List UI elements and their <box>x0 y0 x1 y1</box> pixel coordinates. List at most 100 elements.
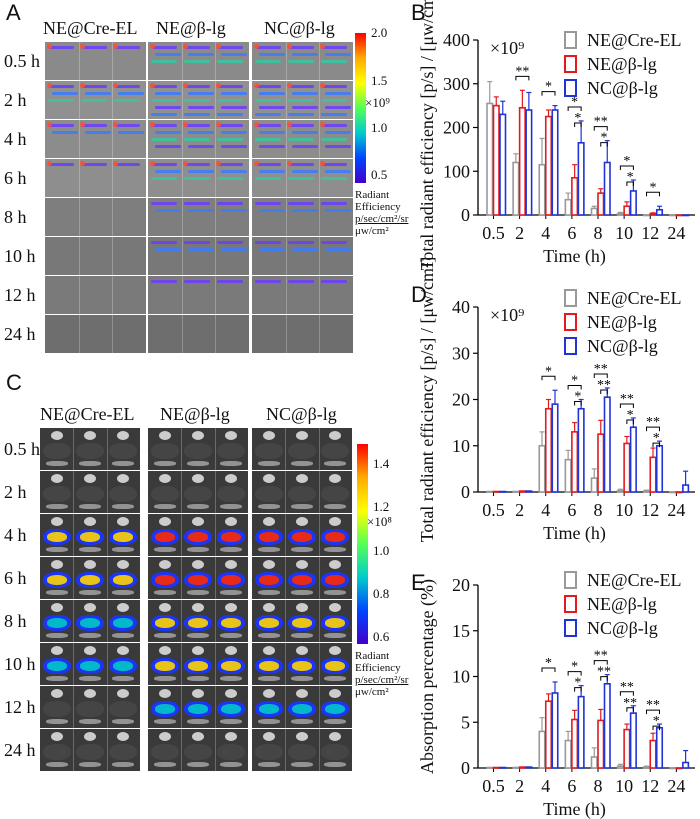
subject-divider <box>73 514 74 556</box>
legend-label: NC@β-lg <box>587 618 658 638</box>
fluorescence-signal <box>109 486 137 502</box>
subject-divider <box>112 315 113 353</box>
fluorescence-signal <box>291 590 313 595</box>
fluorescence-signal <box>192 474 204 483</box>
fluorescence-signal <box>184 138 210 141</box>
fluorescence-signal <box>113 575 133 585</box>
bar <box>649 739 657 769</box>
x-axis-label: Time (h) <box>543 799 606 819</box>
subject-divider <box>286 81 287 119</box>
significance-bracket <box>515 75 530 81</box>
subject-divider <box>107 729 108 771</box>
fluorescence-signal <box>46 633 68 638</box>
imaging-strip <box>148 686 248 728</box>
fluorescence-signal <box>155 248 181 251</box>
fluorescence-signal <box>76 443 104 459</box>
subject-divider <box>319 81 320 119</box>
fluorescence-signal <box>79 590 101 595</box>
bar <box>518 766 526 769</box>
fluorescence-signal <box>220 762 242 767</box>
imaging-strip <box>148 514 248 556</box>
bar <box>629 426 637 493</box>
fluorescence-signal <box>80 575 100 585</box>
fluorescence-signal <box>259 575 279 585</box>
subject-divider <box>112 42 113 80</box>
colorbar-tick: 1.0 <box>373 543 390 558</box>
fluorescence-signal <box>292 53 318 56</box>
subject-divider <box>107 600 108 642</box>
significance-bracket <box>600 389 608 394</box>
colorbar-caption: Radiant <box>355 189 390 201</box>
fluorescence-signal <box>225 732 237 741</box>
significance-bracket <box>626 181 634 186</box>
fluorescence-signal <box>292 532 312 542</box>
legend-swatch <box>564 55 577 73</box>
group-title: NE@Cre-EL <box>43 18 138 38</box>
fluorescence-signal <box>84 431 96 440</box>
imaging-strip <box>252 557 352 599</box>
fluorescence-signal <box>113 44 118 49</box>
fluorescence-signal <box>51 474 63 483</box>
fluorescence-signal <box>254 83 259 88</box>
fluorescence-signal <box>154 719 176 724</box>
fluorescence-signal <box>184 744 212 760</box>
subject-divider <box>181 428 182 470</box>
imaging-strip <box>148 600 248 642</box>
legend-swatch <box>564 571 577 589</box>
subject-divider <box>286 237 287 275</box>
fluorescence-signal <box>329 689 341 698</box>
fluorescence-signal <box>80 532 100 542</box>
fluorescence-signal <box>217 241 243 244</box>
fluorescence-signal <box>154 676 176 681</box>
significance-mark: ** <box>594 362 608 377</box>
subject-divider <box>215 81 216 119</box>
fluorescence-signal <box>292 145 318 148</box>
subject-divider <box>182 315 183 353</box>
legend-label: NE@β-lg <box>587 54 657 74</box>
fluorescence-signal <box>154 633 176 638</box>
subject-divider <box>79 276 80 314</box>
fluorescence-signal <box>255 280 281 283</box>
fluorescence-signal <box>117 689 129 698</box>
imaging-strip <box>148 428 248 470</box>
imaging-strip <box>148 471 248 513</box>
row-label: 10 h <box>4 653 36 674</box>
y-tick-label: 0 <box>461 758 470 778</box>
fluorescence-signal <box>52 131 78 134</box>
fluorescence-signal <box>329 603 341 612</box>
x-tick-label: 2 <box>515 500 524 520</box>
fluorescence-signal <box>51 646 63 655</box>
subject-divider <box>215 643 216 685</box>
imaging-strip <box>252 315 353 353</box>
fluorescence-signal <box>296 560 308 569</box>
y-tick-label: 30 <box>452 343 470 363</box>
bar <box>655 208 664 216</box>
fluorescence-signal <box>155 532 175 542</box>
fluorescence-signal <box>184 202 210 205</box>
fluorescence-signal <box>217 744 245 760</box>
fluorescence-signal <box>192 517 204 526</box>
imaging-strip <box>252 600 352 642</box>
bar <box>538 163 546 216</box>
fluorescence-signal <box>225 560 237 569</box>
fluorescence-signal <box>155 209 181 212</box>
fluorescence-signal <box>154 547 176 552</box>
x-tick-label: 10 <box>615 223 633 243</box>
bar <box>518 107 526 216</box>
subject-divider <box>286 315 287 353</box>
fluorescence-signal <box>155 661 175 671</box>
fluorescence-signal <box>114 85 140 88</box>
subject-divider <box>73 729 74 771</box>
group-title: NC@β-lg <box>266 404 337 424</box>
imaging-strip <box>252 471 352 513</box>
fluorescence-signal <box>184 113 210 116</box>
fluorescence-signal <box>155 53 181 56</box>
fluorescence-signal <box>255 177 281 180</box>
fluorescence-signal <box>217 46 243 49</box>
fluorescence-signal <box>259 106 285 109</box>
subject-divider <box>182 159 183 197</box>
row-label: 10 h <box>4 245 36 266</box>
subject-divider <box>286 159 287 197</box>
fluorescence-signal <box>288 46 314 49</box>
fluorescence-signal <box>117 732 129 741</box>
